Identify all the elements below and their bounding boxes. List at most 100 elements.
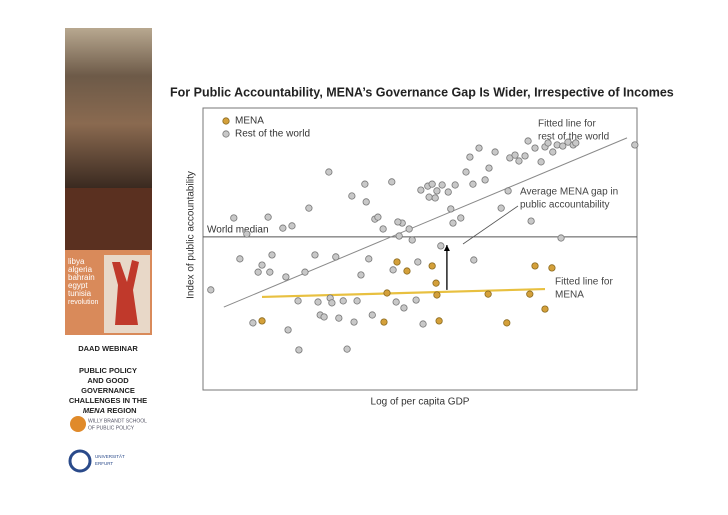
point [249, 319, 257, 327]
point [557, 234, 565, 242]
point [258, 261, 266, 269]
hand-icon [112, 260, 139, 325]
point [438, 181, 446, 189]
point [419, 320, 427, 328]
point [343, 345, 351, 353]
annotation: Fitted line for [538, 119, 596, 130]
point [437, 242, 445, 250]
country-word: algeria [68, 265, 93, 274]
point [504, 187, 512, 195]
subtitle-line: PUBLIC POLICY [79, 366, 137, 375]
point [451, 181, 459, 189]
point [380, 318, 388, 326]
point [389, 266, 397, 274]
country-word: bahrain [68, 273, 95, 282]
point [348, 192, 356, 200]
point [462, 168, 470, 176]
point [417, 186, 425, 194]
point [282, 273, 290, 281]
legend-marker [222, 130, 230, 138]
point [435, 317, 443, 325]
subtitle-line: CHALLENGES IN THE [69, 396, 147, 405]
point [279, 224, 287, 232]
point [432, 279, 440, 287]
point [207, 286, 215, 294]
point [485, 164, 493, 172]
legend-label: MENA [235, 116, 264, 127]
point [431, 194, 439, 202]
point [484, 290, 492, 298]
fit-line [223, 137, 628, 308]
point [521, 152, 529, 160]
point [243, 230, 251, 238]
point [311, 251, 319, 259]
x-axis-label: Log of per capita GDP [371, 397, 470, 408]
point [393, 258, 401, 266]
annotation: Fitted line for [555, 277, 613, 288]
photo-crowd [65, 28, 152, 188]
annotation: MENA [555, 290, 584, 301]
region: REGION [107, 406, 137, 415]
point [515, 157, 523, 165]
point [572, 139, 580, 147]
point [466, 153, 474, 161]
legend-marker [222, 117, 230, 125]
point [388, 178, 396, 186]
subtitle-line: GOVERNANCE [81, 386, 135, 395]
point [428, 180, 436, 188]
y-axis-label: Index of public accountability [186, 171, 197, 299]
point [320, 313, 328, 321]
subtitle-line: AND GOOD [87, 376, 129, 385]
annotation: Average MENA gap in [520, 187, 618, 198]
country-word: egypt [68, 281, 88, 290]
revolution-word: revolution [68, 299, 98, 306]
point [511, 151, 519, 159]
point [428, 262, 436, 270]
point [481, 176, 489, 184]
point [314, 298, 322, 306]
point [288, 222, 296, 230]
point [328, 299, 336, 307]
point [524, 137, 532, 145]
point [374, 213, 382, 221]
point [491, 148, 499, 156]
point [383, 289, 391, 297]
fit-line [261, 287, 546, 299]
country-word: libya [68, 257, 85, 266]
point [457, 214, 465, 222]
point [405, 225, 413, 233]
point [301, 268, 309, 276]
point [403, 267, 411, 275]
point [392, 298, 400, 306]
point [294, 297, 302, 305]
point [531, 262, 539, 270]
point [544, 139, 552, 147]
point [361, 180, 369, 188]
annotation: rest of the world [538, 132, 609, 143]
region-em: MENA [83, 406, 105, 415]
point [357, 271, 365, 279]
point [470, 256, 478, 264]
point [379, 225, 387, 233]
point [350, 318, 358, 326]
point [236, 255, 244, 263]
point [353, 297, 361, 305]
point [433, 187, 441, 195]
point [549, 148, 557, 156]
point [230, 214, 238, 222]
point [526, 290, 534, 298]
gap-arrowhead [443, 245, 450, 252]
webinar: DAAD WEBINAR [78, 344, 138, 353]
point [548, 264, 556, 272]
point [332, 253, 340, 261]
point [284, 326, 292, 334]
point [414, 258, 422, 266]
point [325, 168, 333, 176]
point [559, 142, 567, 150]
point [258, 317, 266, 325]
plot-frame [202, 107, 638, 391]
point [264, 213, 272, 221]
point [408, 236, 416, 244]
